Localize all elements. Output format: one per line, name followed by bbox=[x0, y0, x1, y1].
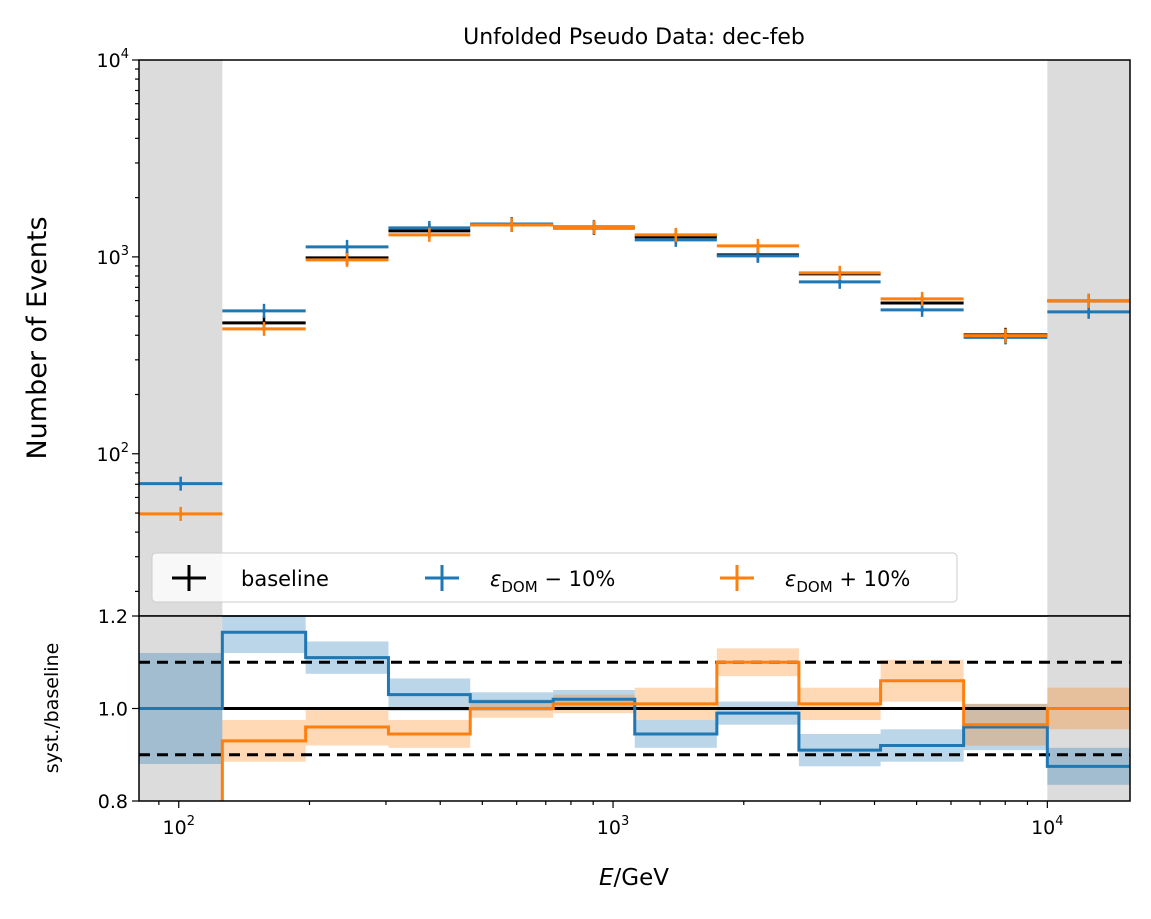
marker bbox=[755, 253, 761, 259]
ratio-uncertainty-band bbox=[222, 616, 306, 653]
legend: baseline εDOM − 10% εDOM + 10% bbox=[151, 552, 958, 603]
y-axis-label-bottom: syst./baseline bbox=[41, 643, 63, 774]
y-tick-label-ratio: 1.0 bbox=[98, 699, 128, 721]
marker bbox=[837, 279, 842, 285]
marker bbox=[1086, 309, 1091, 315]
marker bbox=[1086, 298, 1091, 304]
x-tick-label: 102 bbox=[163, 814, 195, 839]
marker bbox=[673, 232, 679, 238]
marker bbox=[261, 308, 267, 314]
marker bbox=[919, 296, 925, 302]
x-tick-label: 103 bbox=[597, 814, 629, 839]
legend-marker-minus bbox=[425, 565, 459, 591]
ratio-step-minus bbox=[139, 630, 1130, 768]
marker bbox=[178, 481, 183, 486]
y-tick-label-ratio: 0.8 bbox=[98, 791, 128, 813]
ratio-panel: 102 103 104 0.8 1.0 1.2 bbox=[98, 606, 1131, 839]
excluded-region bbox=[139, 60, 223, 616]
legend-marker-plus bbox=[720, 565, 754, 591]
x-axis-label-unit: /GeV bbox=[614, 865, 670, 891]
x-axis-label: E/GeV bbox=[599, 865, 669, 891]
y-tick-label: 104 bbox=[97, 47, 129, 72]
marker bbox=[755, 243, 761, 249]
marker bbox=[261, 326, 267, 332]
chart-title: Unfolded Pseudo Data: dec-feb bbox=[463, 25, 805, 50]
marker bbox=[919, 307, 925, 313]
y-tick-label-ratio: 1.2 bbox=[98, 606, 128, 628]
marker bbox=[344, 257, 350, 263]
marker bbox=[591, 225, 597, 230]
legend-label-minus: εDOM − 10% bbox=[490, 567, 615, 596]
ratio-data bbox=[139, 616, 1130, 801]
marker bbox=[509, 222, 514, 228]
marker bbox=[1003, 333, 1008, 338]
excluded-region bbox=[1047, 60, 1130, 616]
marker bbox=[427, 232, 432, 238]
ratio-step-plus bbox=[220, 660, 1130, 801]
top-panel: 102 103 104 bbox=[97, 47, 1131, 617]
legend-label-baseline: baseline bbox=[241, 567, 329, 591]
y-axis-label-top: Number of Events bbox=[22, 216, 53, 459]
marker bbox=[837, 270, 842, 276]
y-tick-label: 102 bbox=[97, 441, 129, 466]
top-data bbox=[139, 216, 1130, 521]
y-tick-label: 103 bbox=[97, 244, 129, 269]
marker bbox=[344, 244, 350, 250]
legend-marker-baseline bbox=[172, 565, 206, 591]
x-tick-label: 104 bbox=[1031, 814, 1063, 839]
marker bbox=[178, 511, 183, 517]
x-axis-label-var: E bbox=[599, 865, 614, 891]
legend-label-plus: εDOM + 10% bbox=[785, 567, 910, 596]
